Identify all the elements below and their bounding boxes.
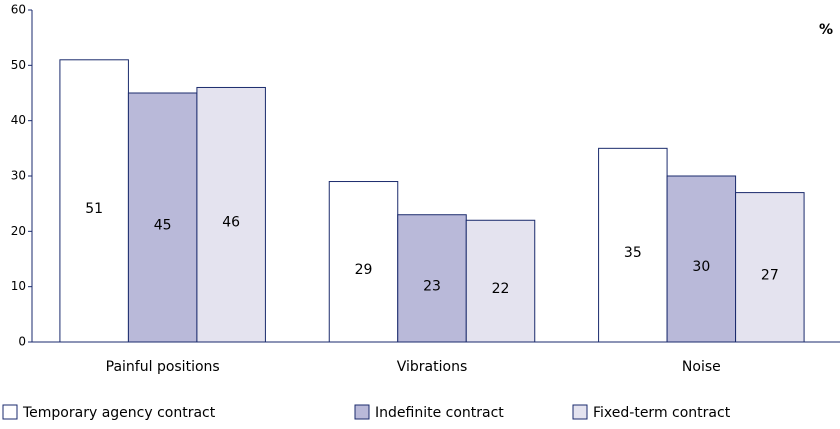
value-label: 46 <box>222 215 240 231</box>
legend-label: Temporary agency contract <box>22 405 216 421</box>
legend-label: Indefinite contract <box>375 405 504 421</box>
unit-annotation: % <box>819 22 833 38</box>
bar <box>666 175 737 343</box>
y-tick-label: 20 <box>11 224 26 238</box>
legend-swatch <box>2 404 18 420</box>
bar <box>196 86 266 343</box>
bar <box>465 219 536 343</box>
value-label: 51 <box>85 201 103 217</box>
value-label: 45 <box>154 218 172 234</box>
y-tick-label: 50 <box>11 58 26 72</box>
bar <box>127 92 198 343</box>
value-label: 22 <box>492 281 510 297</box>
x-tick-label: Noise <box>682 359 721 375</box>
bar <box>59 59 129 343</box>
y-tick-label: 10 <box>11 279 26 293</box>
x-tick-label: Painful positions <box>106 359 220 375</box>
legend-swatch <box>354 404 370 420</box>
y-tick-label: 40 <box>11 113 26 127</box>
legend-swatch <box>572 404 588 420</box>
legend-label: Fixed-term contract <box>593 405 731 421</box>
y-tick-label: 60 <box>11 3 26 17</box>
bar <box>598 147 668 343</box>
y-tick-label: 30 <box>11 169 26 183</box>
value-label: 35 <box>624 245 642 261</box>
x-tick-label: Vibrations <box>397 359 468 375</box>
value-label: 30 <box>692 259 710 275</box>
value-label: 29 <box>355 262 373 278</box>
y-tick-label: 0 <box>18 335 26 349</box>
value-label: 23 <box>423 278 441 294</box>
value-label: 27 <box>761 267 779 283</box>
